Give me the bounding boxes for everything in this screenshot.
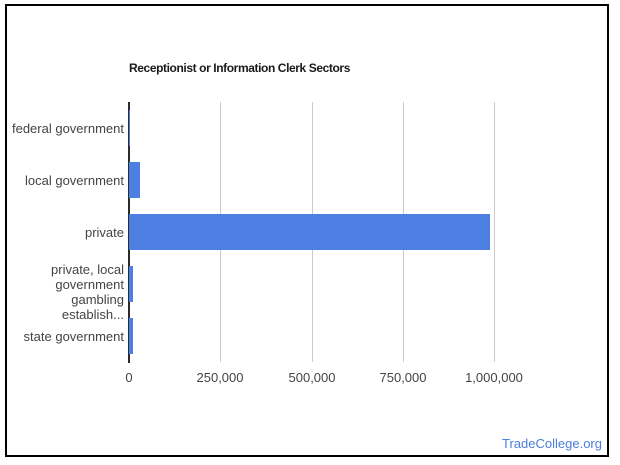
category-label-line: gambling establish... <box>61 292 124 322</box>
category-label-line: local government <box>25 173 124 188</box>
category-label-line: state government <box>23 329 124 344</box>
x-tick-label: 1,000,000 <box>465 370 523 385</box>
gridline <box>494 102 495 362</box>
bar-state-government <box>129 318 133 354</box>
plot-area <box>128 102 560 363</box>
bar-private <box>129 214 490 250</box>
category-label-line: private, local <box>51 262 124 277</box>
x-tick-label: 0 <box>125 370 133 385</box>
category-label-line: government <box>55 277 124 292</box>
category-label: state government <box>8 329 124 344</box>
x-tick-label: 500,000 <box>288 370 336 385</box>
bar-private-local-government-gambling-establish- <box>129 266 133 302</box>
x-tick-label: 750,000 <box>379 370 427 385</box>
chart-title: Receptionist or Information Clerk Sector… <box>129 61 350 75</box>
category-label: private, local government gambling establi… <box>8 262 124 322</box>
category-label: local government <box>8 173 124 188</box>
category-label-line: private <box>84 225 124 240</box>
bar-local-government <box>129 162 140 198</box>
category-label-line: federal government <box>11 121 124 136</box>
x-tick-label: 250,000 <box>196 370 244 385</box>
category-label: private <box>8 225 124 240</box>
tradecollege-link[interactable]: TradeCollege.org <box>502 436 602 451</box>
bar-federal-government <box>129 110 130 146</box>
category-label: federal government <box>8 121 124 136</box>
